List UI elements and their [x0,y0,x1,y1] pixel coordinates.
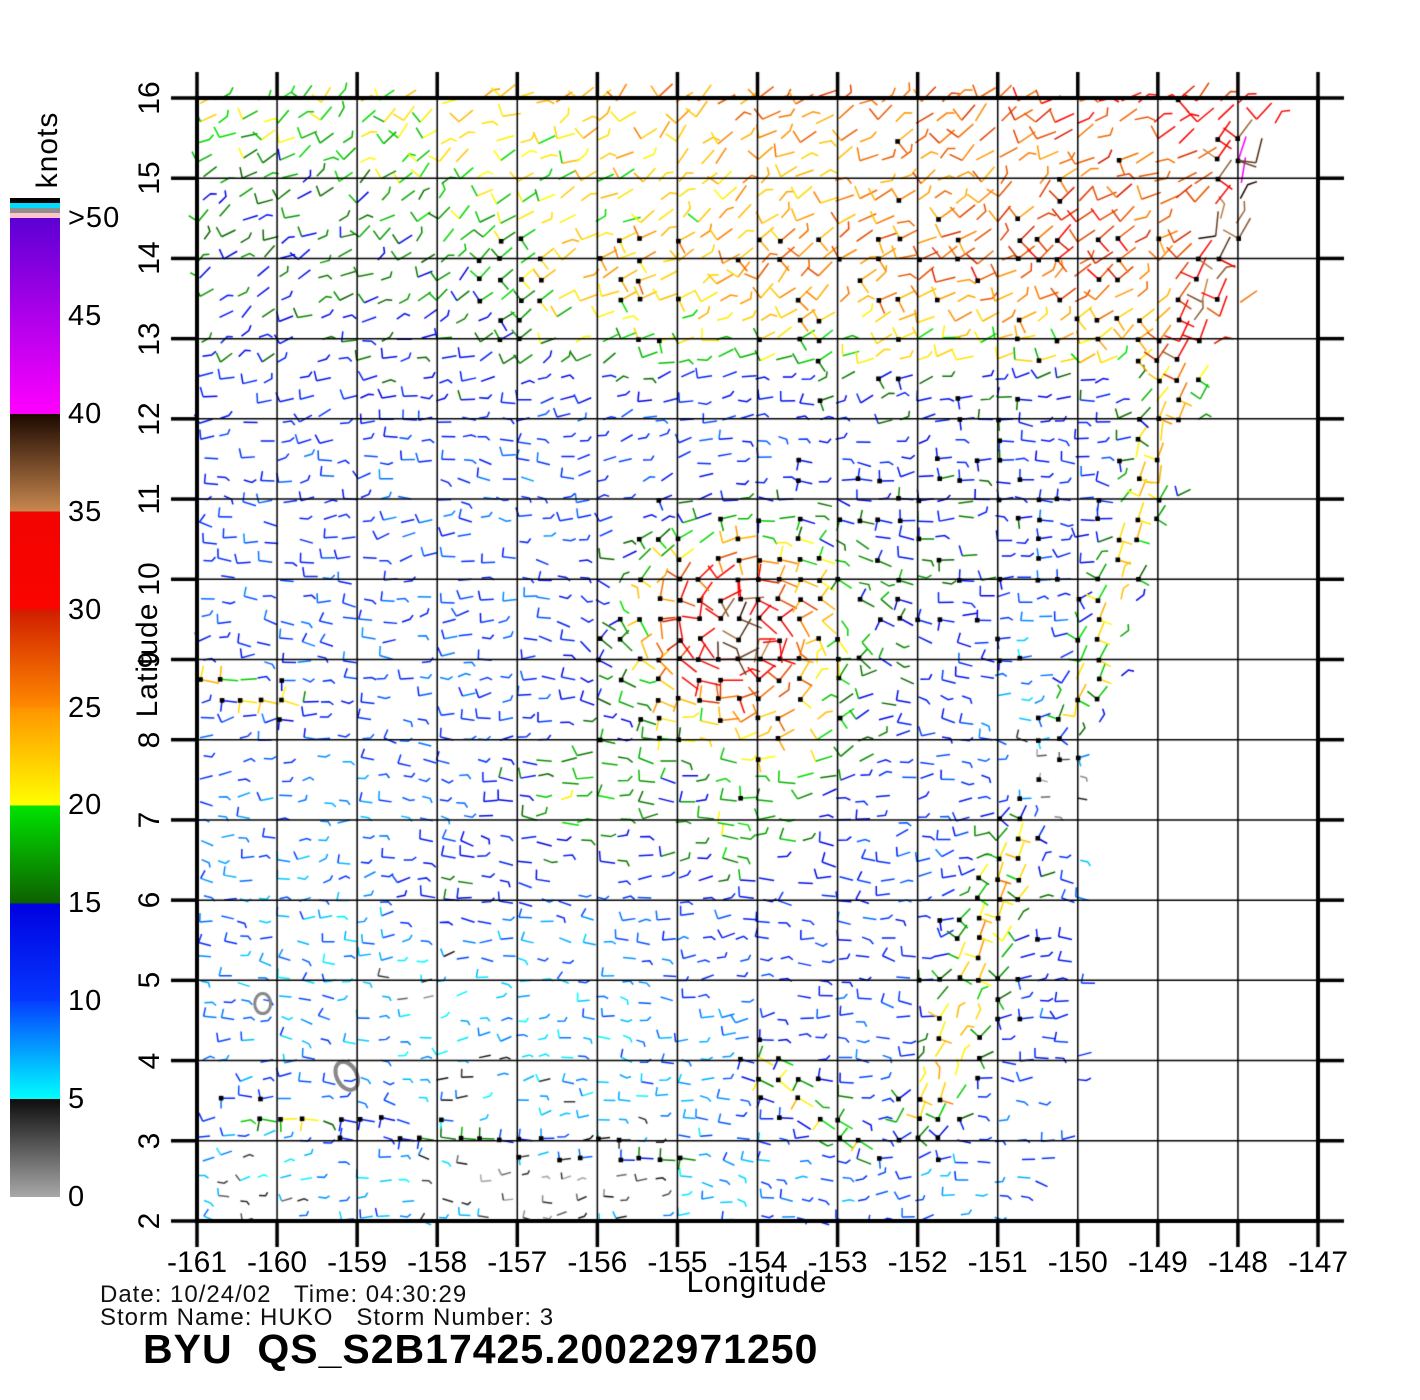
x-tick-label: -156 [567,1246,628,1279]
x-tick-label: -154 [727,1246,788,1279]
x-tick-label: -157 [487,1246,548,1279]
x-tick-label: -149 [1127,1246,1188,1279]
x-tick-label: -161 [166,1246,228,1279]
x-axis-title: Longitude [686,1266,828,1299]
y-tick-label: 3 [133,1132,166,1150]
y-tick-label: 12 [133,402,166,436]
x-tick-label: -158 [407,1246,468,1279]
y-tick-label: 7 [133,811,166,829]
colorbar-title: knots [31,111,64,189]
colorbar-gradient [10,218,60,1197]
colorbar-over-stripes [10,198,60,218]
x-tick-label: -159 [327,1246,388,1279]
colorbar-tick-label: 10 [68,985,103,1018]
colorbar-tick-label: 40 [68,397,103,430]
y-tick-label: 4 [133,1052,166,1069]
colorbar-tick-label: 0 [68,1181,86,1213]
colorbar-over-range-stripe [10,198,60,203]
x-tick-label: -153 [807,1246,868,1279]
y-tick-label: 6 [133,891,166,909]
y-tick-label: 14 [133,241,166,276]
y-tick-label: 2 [133,1212,166,1230]
colorbar-tick-label: >50 [68,202,121,234]
figure-title: BYU QS_S2B17425.20022971250 [143,1326,819,1372]
y-tick-label: 8 [133,731,166,749]
colorbar-tick-label: 30 [68,593,103,626]
colorbar-tick-label: 20 [68,789,103,822]
colorbar-over-range-stripe [10,208,60,213]
colorbar-over-range-stripe [10,213,60,218]
storm-info-line: Storm Name: HUKO Storm Number: 3 [100,1304,555,1331]
x-tick-label: -147 [1287,1246,1349,1279]
x-tick-label: -155 [647,1246,708,1279]
colorbar-tick-label: 15 [68,887,103,920]
y-axis-title: Latitude [131,602,164,718]
colorbar-tick-label: 35 [68,495,103,528]
y-tick-label: 16 [133,81,166,115]
colorbar-tick-label: 5 [68,1083,86,1116]
y-tick-label: 13 [133,321,166,356]
x-tick-label: -148 [1207,1246,1268,1279]
y-tick-label: 10 [133,562,166,596]
x-tick-label: -151 [967,1246,1028,1279]
date-time-line: Date: 10/24/02 Time: 04:30:29 [100,1281,468,1308]
colorbar-over-range-stripe [10,203,60,208]
y-tick-label: 15 [133,161,166,195]
x-tick-label: -150 [1047,1246,1108,1279]
y-tick-label: 11 [133,483,166,515]
y-tick-label: 5 [133,972,166,989]
colorbar-tick-label: 45 [68,299,103,332]
x-tick-label: -152 [887,1246,948,1279]
x-tick-label: -160 [247,1246,308,1279]
colorbar-tick-label: 25 [68,691,103,724]
